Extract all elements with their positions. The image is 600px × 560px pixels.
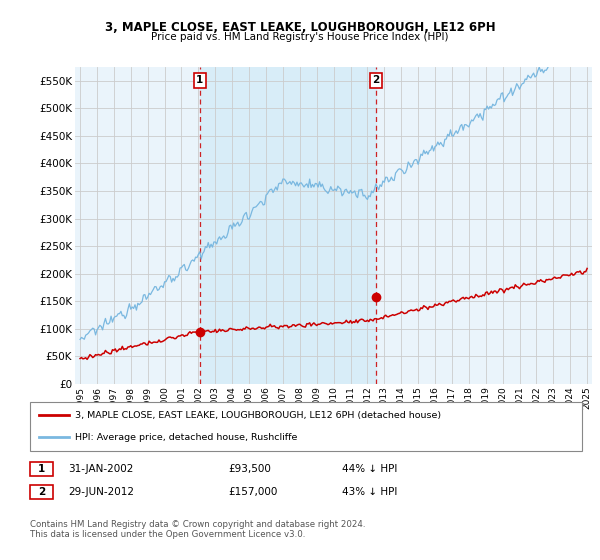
Text: 2: 2 xyxy=(38,487,45,497)
Text: 1: 1 xyxy=(38,464,45,474)
Text: 2: 2 xyxy=(372,75,379,85)
Text: HPI: Average price, detached house, Rushcliffe: HPI: Average price, detached house, Rush… xyxy=(75,432,298,441)
Text: 3, MAPLE CLOSE, EAST LEAKE, LOUGHBOROUGH, LE12 6PH: 3, MAPLE CLOSE, EAST LEAKE, LOUGHBOROUGH… xyxy=(104,21,496,34)
Text: Contains HM Land Registry data © Crown copyright and database right 2024.
This d: Contains HM Land Registry data © Crown c… xyxy=(30,520,365,539)
Text: 3, MAPLE CLOSE, EAST LEAKE, LOUGHBOROUGH, LE12 6PH (detached house): 3, MAPLE CLOSE, EAST LEAKE, LOUGHBOROUGH… xyxy=(75,411,441,420)
Text: £93,500: £93,500 xyxy=(228,464,271,474)
Text: Price paid vs. HM Land Registry's House Price Index (HPI): Price paid vs. HM Land Registry's House … xyxy=(151,32,449,43)
Text: £157,000: £157,000 xyxy=(228,487,277,497)
Text: 31-JAN-2002: 31-JAN-2002 xyxy=(68,464,133,474)
Bar xyxy=(200,67,376,384)
Text: 1: 1 xyxy=(196,75,203,85)
Text: 43% ↓ HPI: 43% ↓ HPI xyxy=(342,487,397,497)
Text: 29-JUN-2012: 29-JUN-2012 xyxy=(68,487,134,497)
Text: 44% ↓ HPI: 44% ↓ HPI xyxy=(342,464,397,474)
